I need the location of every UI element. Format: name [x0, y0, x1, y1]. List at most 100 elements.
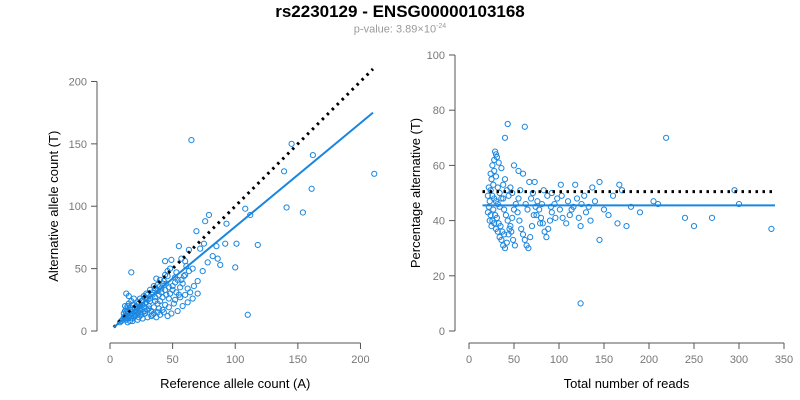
data-point [538, 200, 546, 208]
data-point [188, 137, 195, 144]
data-point [169, 286, 176, 293]
data-point [488, 223, 495, 230]
data-point [125, 292, 132, 300]
data-point [564, 198, 572, 205]
data-point [194, 277, 201, 285]
fit-line [113, 111, 374, 329]
chart-subtitle: p-value: 3.89×10-24 [0, 23, 800, 36]
x-tick-label: 100 [550, 354, 568, 366]
data-point [545, 225, 552, 232]
data-point [552, 214, 559, 221]
data-point [526, 178, 533, 186]
data-point [500, 181, 507, 188]
data-point [521, 123, 528, 130]
data-point [242, 205, 249, 212]
y-axis-title: Alternative allele count (T) [46, 131, 61, 282]
data-point [487, 170, 494, 177]
data-point [202, 218, 209, 225]
data-point [578, 200, 585, 208]
data-point [153, 275, 160, 282]
data-point [496, 203, 503, 210]
data-point [164, 312, 171, 320]
data-point [168, 310, 175, 317]
y-tick-label: 100 [69, 201, 87, 213]
y-tick-label: 40 [433, 216, 445, 228]
data-point [735, 200, 743, 208]
data-point [507, 184, 514, 191]
chart-title: rs2230129 - ENSG00000103168 [275, 2, 525, 21]
data-point [501, 176, 509, 183]
y-tick-label: 100 [427, 50, 445, 62]
data-point [614, 220, 621, 227]
data-point [205, 211, 213, 219]
data-point [150, 304, 157, 311]
data-point [596, 236, 603, 244]
data-point [492, 151, 500, 158]
data-point [299, 209, 306, 216]
data-point [509, 214, 516, 221]
data-point [508, 228, 515, 235]
data-point [521, 236, 528, 244]
data-point [515, 195, 522, 202]
data-point [556, 206, 564, 213]
data-point [154, 309, 161, 316]
data-point [222, 240, 229, 247]
data-point [172, 296, 179, 303]
data-point [233, 240, 240, 247]
x-tick-label: 100 [226, 354, 244, 366]
data-point [174, 307, 181, 315]
data-point [512, 200, 519, 208]
data-point [308, 185, 315, 192]
data-point [531, 178, 538, 186]
data-point [486, 198, 493, 205]
y-tick-label: 0 [439, 326, 445, 338]
data-point [164, 268, 171, 275]
data-point [194, 290, 201, 297]
data-point [525, 245, 532, 252]
data-point [495, 159, 502, 166]
data-point [539, 220, 546, 227]
data-point [587, 217, 594, 224]
y-tick-label: 50 [75, 264, 87, 276]
x-tick-label: 200 [351, 354, 369, 366]
data-point [557, 181, 564, 188]
data-point [163, 291, 170, 298]
allele-count-panel: 0 50 100 150 200 0 50 100 150 200 Reference allele… [46, 67, 378, 391]
data-point [182, 291, 189, 298]
x-tick-label: 0 [107, 354, 113, 366]
data-point [189, 295, 196, 302]
reference-line [112, 67, 375, 329]
x-tick-label: 50 [166, 354, 178, 366]
data-point [533, 211, 540, 219]
y-tick-label: 200 [69, 76, 87, 88]
data-point [149, 311, 156, 318]
data-point [283, 204, 290, 211]
data-point [254, 241, 261, 249]
data-point [577, 300, 584, 307]
data-point [572, 181, 579, 188]
data-point [504, 120, 511, 128]
data-point [184, 299, 191, 306]
x-tick-label: 250 [685, 354, 703, 366]
data-point [498, 165, 505, 172]
data-point [223, 220, 230, 227]
data-point [541, 228, 548, 235]
percentage-panel: 0 50 100 150 200 250 300 350 0 20 40 60 80 100 Total n… [408, 50, 793, 391]
data-point [636, 209, 644, 216]
data-point [184, 285, 191, 292]
data-point [501, 245, 509, 252]
data-point [627, 203, 635, 210]
y-tick-label: 20 [433, 271, 445, 283]
x-tick-label: 200 [640, 354, 658, 366]
data-point [690, 223, 698, 230]
data-point [116, 319, 124, 326]
data-point [510, 206, 518, 213]
x-tick-label: 300 [730, 354, 748, 366]
data-point [609, 192, 617, 199]
data-point [200, 240, 208, 247]
x-tick-label: 350 [775, 354, 793, 366]
data-point [217, 261, 224, 268]
data-point [768, 225, 775, 232]
data-point [616, 181, 623, 188]
